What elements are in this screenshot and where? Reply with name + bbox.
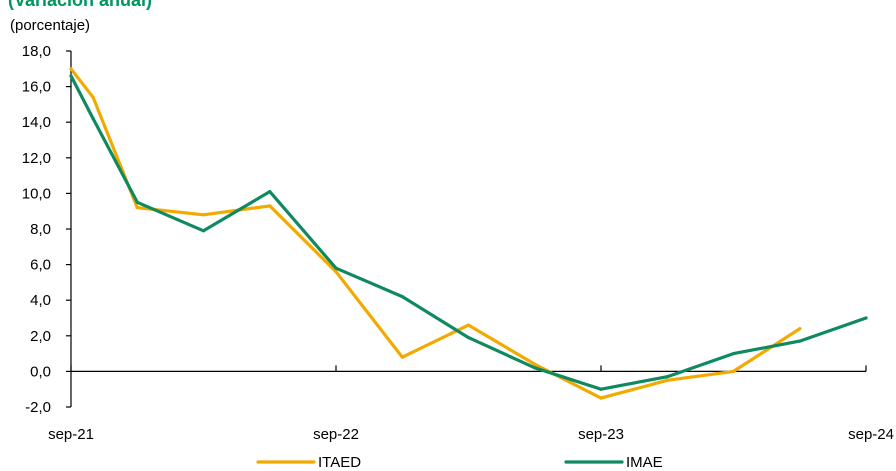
data-point-itaed: [400, 355, 404, 359]
data-point-imae: [599, 387, 603, 391]
y-tick-label: 10,0: [22, 185, 51, 202]
data-point-itaed: [665, 378, 669, 382]
data-point-itaed: [201, 213, 206, 217]
data-point-itaed: [135, 206, 139, 210]
data-point-imae: [466, 335, 471, 340]
x-tick-label: sep-24: [848, 426, 894, 443]
y-tick-label: 0,0: [30, 363, 51, 380]
y-tick-label: 14,0: [22, 114, 51, 131]
series-layer: [69, 67, 868, 400]
y-tick-label: 12,0: [22, 150, 51, 167]
data-point-itaed: [533, 362, 537, 366]
legend: ITAED IMAE: [256, 454, 663, 471]
axes: -2,0 0,0 2,0 4,0 6,0 8,0 10,0 12,0 14,0 16,0 18,0 s…: [22, 43, 894, 443]
y-axis-label: (porcentaje): [10, 17, 90, 34]
data-point-itaed: [334, 270, 338, 274]
x-tick-label: sep-23: [578, 426, 624, 443]
data-point-itaed: [69, 67, 73, 71]
data-point-imae: [798, 339, 802, 343]
y-tick-label: 6,0: [30, 257, 51, 274]
series-line-itaed: [69, 67, 802, 400]
legend-label-imae: IMAE: [626, 454, 663, 471]
y-tick-label: 2,0: [30, 328, 51, 345]
y-tick-label: -2,0: [25, 399, 51, 416]
data-point-imae: [731, 352, 736, 356]
data-point-imae: [864, 316, 868, 320]
data-point-imae: [400, 295, 404, 299]
data-point-imae: [201, 229, 206, 233]
data-point-itaed: [91, 95, 95, 99]
x-tick-label: sep-21: [48, 426, 94, 443]
x-tick-label: sep-22: [313, 426, 359, 443]
data-point-imae: [533, 366, 537, 370]
data-point-imae: [69, 74, 73, 78]
data-point-itaed: [731, 369, 736, 373]
data-point-itaed: [466, 323, 471, 327]
data-point-imae: [135, 200, 139, 204]
data-point-itaed: [599, 396, 603, 400]
y-tick-label: 8,0: [30, 221, 51, 238]
y-tick-label: 18,0: [22, 43, 51, 60]
legend-label-itaed: ITAED: [318, 454, 361, 471]
y-tick-label: 16,0: [22, 79, 51, 96]
data-point-imae: [334, 266, 338, 270]
series-line-imae: [69, 74, 868, 391]
data-point-imae: [665, 375, 669, 379]
data-point-itaed: [268, 204, 272, 208]
data-point-itaed: [798, 327, 802, 331]
data-point-imae: [268, 190, 272, 194]
chart-title: (Variación anual): [8, 0, 152, 10]
data-point-imae: [91, 117, 95, 121]
y-tick-label: 4,0: [30, 292, 51, 309]
